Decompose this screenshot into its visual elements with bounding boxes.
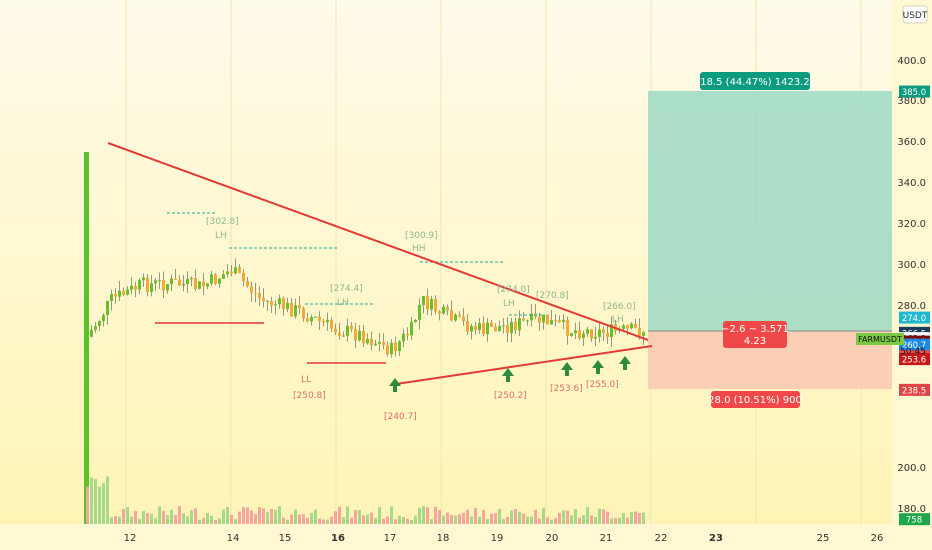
price-tag [899, 311, 930, 324]
rr-line1: −2.6 ~ 3.571 [721, 324, 789, 335]
up-arrow-icon [561, 362, 573, 376]
annotation: LH [215, 231, 227, 241]
price-tag-label: 274.0 [902, 314, 926, 324]
rr-label[interactable]: −2.6 ~ 3.571 4.23 [721, 321, 789, 348]
price-tag-label: 758 [906, 516, 922, 526]
x-tick: 21 [600, 533, 613, 544]
target-label[interactable]: 118.5 (44.47%) 1423.21 [694, 72, 816, 90]
annotation: [274.0] [497, 285, 530, 295]
price-tag-label: 260.7 [902, 341, 926, 351]
up-arrow-icon [502, 368, 514, 382]
x-tick: 16 [331, 533, 345, 544]
x-tick: 25 [817, 533, 830, 544]
y-tick: 200.0 [897, 463, 926, 474]
annotation: LL [301, 375, 311, 385]
target-label-text: 118.5 (44.47%) 1423.21 [694, 77, 816, 88]
symbol-tag[interactable]: FARMUSDT [856, 333, 904, 345]
y-tick: 380.0 [897, 96, 926, 107]
annotation: [302.8] [206, 217, 239, 227]
y-tick: 340.0 [897, 178, 926, 189]
annotation: [253.6] [550, 384, 583, 394]
price-tag [899, 353, 930, 366]
stop-label[interactable]: 28.0 (10.51%) 900 [708, 391, 802, 408]
price-axis[interactable]: USDT 400.0 380.0 360.0 340.0 320.0 300.0… [892, 0, 932, 550]
price-tag-label: 385.0 [902, 88, 926, 98]
annotation: [274.4] [330, 284, 363, 294]
x-tick: 23 [709, 533, 723, 544]
y-tick: 300.0 [897, 260, 926, 271]
descending-trendline[interactable] [107, 142, 649, 341]
price-tag-label: 238.5 [902, 386, 926, 396]
x-tick: 26 [871, 533, 884, 544]
y-tick: 360.0 [897, 137, 926, 148]
x-tick: 17 [384, 533, 397, 544]
x-tick: 19 [491, 533, 504, 544]
up-arrow-icon [389, 378, 401, 392]
stop-label-text: 28.0 (10.51%) 900 [708, 395, 802, 406]
annotation: [300.9] [405, 231, 438, 241]
up-arrow-icon [619, 356, 631, 370]
ascending-trendline[interactable] [395, 345, 653, 385]
annotation: LH [337, 298, 349, 308]
annotation: [270.8] [536, 291, 569, 301]
price-tag [899, 383, 930, 396]
annotations: [302.8] LH [274.4] LH [300.9] HH [274.0]… [206, 217, 636, 422]
countdown: 50:45 [900, 347, 926, 357]
y-tick: 180.0 [897, 504, 926, 515]
annotation: [250.8] [293, 391, 326, 401]
annotation: [266.0] [603, 302, 636, 312]
annotation: LH [503, 299, 515, 309]
target-zone[interactable] [648, 91, 892, 331]
price-tag [899, 85, 930, 98]
x-tick: 20 [546, 533, 559, 544]
annotation: [240.7] [384, 412, 417, 422]
x-tick: 12 [124, 533, 137, 544]
levels [155, 212, 545, 364]
candles [84, 152, 645, 524]
y-tick: 280.0 [897, 301, 926, 312]
annotation: LH [612, 315, 624, 325]
x-tick: 14 [227, 533, 240, 544]
volume-bars [86, 476, 645, 524]
up-arrow-icon [592, 360, 604, 374]
time-axis[interactable]: 12 14 15 16 17 18 19 20 21 22 23 25 26 [0, 524, 892, 550]
price-tag [899, 513, 930, 526]
annotation: HH [412, 244, 426, 254]
x-tick: 15 [279, 533, 292, 544]
up-arrows [389, 356, 631, 392]
rr-line2: 4.23 [744, 336, 766, 347]
symbol-label: FARMUSDT [858, 335, 902, 344]
y-tick: 320.0 [897, 219, 926, 230]
x-tick: 22 [655, 533, 668, 544]
currency-label: USDT [903, 11, 928, 21]
price-tag [899, 338, 930, 351]
y-tick: 400.0 [897, 56, 926, 67]
annotation: [255.0] [586, 380, 619, 390]
annotation: [250.2] [494, 391, 527, 401]
price-tag-label: 253.6 [902, 356, 926, 366]
x-tick: 18 [437, 533, 450, 544]
